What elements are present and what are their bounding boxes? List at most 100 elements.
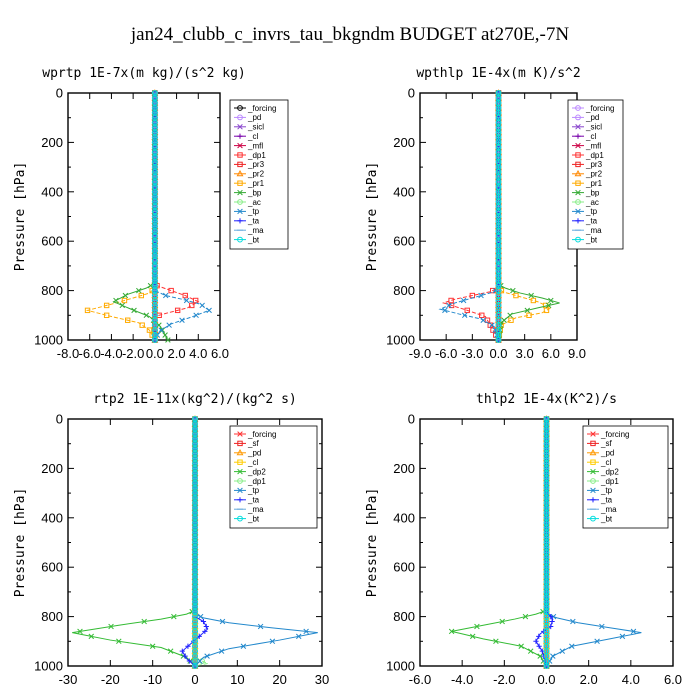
data-point — [122, 292, 129, 299]
legend-label: _mfl — [585, 141, 601, 150]
data-point — [461, 312, 468, 319]
y-tick-label: 400 — [393, 510, 415, 525]
legend-marker — [237, 189, 243, 196]
data-point — [495, 337, 502, 343]
data-point — [77, 628, 83, 635]
data-point — [183, 297, 190, 304]
data-point — [151, 337, 158, 343]
legend-item: _ma — [587, 505, 617, 514]
data-point — [167, 648, 174, 654]
data-point — [619, 633, 626, 640]
x-tick-label: 6.0 — [664, 672, 682, 687]
series-dp1 — [152, 90, 200, 343]
legend-marker — [237, 478, 243, 484]
data-point — [499, 618, 505, 625]
series-tp — [152, 90, 212, 343]
data-point — [197, 658, 203, 664]
legend-label: _cl — [600, 458, 611, 467]
legend-label: _ma — [247, 505, 264, 514]
legend-marker — [575, 208, 581, 215]
legend-marker — [237, 459, 243, 465]
data-point — [549, 618, 555, 625]
data-point — [536, 643, 542, 649]
data-point — [159, 327, 166, 333]
data-point — [295, 633, 302, 640]
series-line — [498, 93, 560, 341]
legend-label: _forcing — [247, 104, 276, 113]
legend-marker — [237, 468, 243, 475]
data-point — [522, 613, 529, 620]
y-tick-label: 200 — [393, 461, 415, 476]
legend-item: _bp — [234, 188, 262, 197]
x-tick-label: 30 — [315, 672, 329, 687]
legend-item: _bt — [234, 235, 260, 244]
data-point — [536, 633, 542, 639]
legend-item: _mfl — [234, 141, 263, 150]
legend-label: _dp1 — [585, 151, 604, 160]
legend-label: _cl — [247, 132, 258, 141]
series-bt — [151, 90, 158, 343]
legend-item: _tp — [587, 486, 613, 495]
legend-label: _ma — [585, 226, 602, 235]
legend-label: _dp2 — [247, 467, 266, 476]
legend-item: _pr2 — [234, 170, 265, 179]
legend-item: _sicl — [234, 123, 264, 132]
data-point — [168, 287, 174, 294]
x-tick-label: -10 — [143, 672, 162, 687]
x-tick-label: -2.0 — [493, 672, 515, 687]
data-point — [257, 623, 264, 630]
x-tick-label: -6.0 — [409, 672, 431, 687]
data-point — [203, 623, 209, 630]
legend-item: _bt — [572, 235, 598, 244]
legend-marker — [237, 114, 243, 121]
legend-label: _forcing — [585, 104, 614, 113]
data-point — [303, 628, 309, 635]
legend-item: _ac — [234, 198, 261, 207]
legend-item: _dp1 — [234, 151, 266, 160]
data-point — [464, 307, 470, 314]
data-point — [162, 332, 168, 338]
legend-marker — [590, 487, 596, 494]
legend-marker — [575, 142, 581, 149]
legend-box — [229, 99, 289, 250]
legend-marker — [237, 133, 243, 139]
legend-marker — [575, 218, 581, 224]
legend-item: _tp — [572, 207, 598, 216]
data-point — [136, 287, 142, 294]
legend-marker — [237, 124, 243, 130]
legend-label: _forcing — [600, 430, 629, 439]
legend-marker — [575, 161, 581, 168]
series-bp — [495, 90, 560, 343]
x-tick-label: 20 — [272, 672, 286, 687]
legend-label: _tp — [247, 207, 260, 216]
y-tick-label: 0 — [56, 412, 63, 427]
legend-marker — [237, 105, 243, 111]
y-tick-label: 600 — [41, 560, 63, 575]
data-point — [501, 317, 507, 323]
legend-item: _cl — [234, 132, 258, 141]
data-point — [121, 297, 128, 304]
y-tick-label: 200 — [41, 135, 63, 150]
data-point — [530, 297, 537, 304]
data-point — [550, 653, 556, 659]
legend-label: _bt — [585, 235, 598, 244]
legend-marker — [237, 440, 243, 447]
data-point — [442, 307, 448, 314]
legend-label: _sicl — [247, 123, 264, 132]
legend-item: _forcing — [587, 430, 629, 439]
data-point — [594, 638, 600, 645]
data-point — [219, 618, 226, 625]
series-line — [112, 93, 169, 341]
data-point — [162, 292, 169, 299]
data-point — [490, 327, 496, 333]
legend-marker — [237, 515, 243, 522]
y-tick-label: 0 — [56, 86, 63, 101]
data-point — [518, 643, 524, 649]
legend-item: _forcing — [572, 104, 614, 113]
x-tick-label: 4.0 — [622, 672, 640, 687]
x-tick-label: 6.0 — [211, 346, 229, 361]
legend-label: _pr3 — [585, 160, 603, 169]
data-point — [269, 638, 276, 645]
x-tick-label: 2.0 — [580, 672, 598, 687]
legend-marker — [575, 180, 581, 186]
